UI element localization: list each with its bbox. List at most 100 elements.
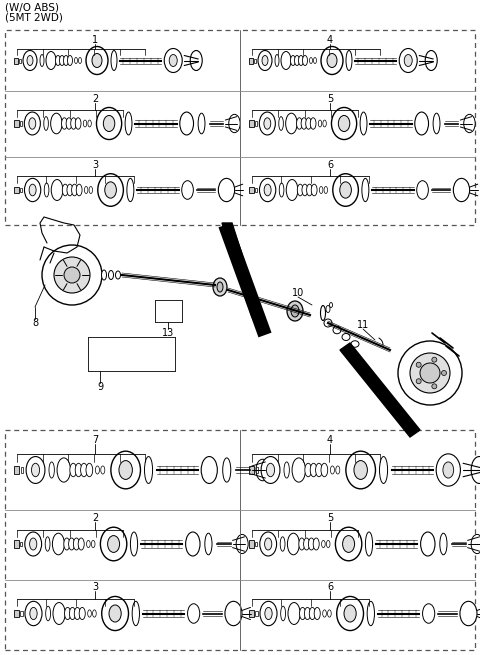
Ellipse shape <box>290 56 296 66</box>
Ellipse shape <box>360 112 367 135</box>
Ellipse shape <box>305 463 312 477</box>
Circle shape <box>420 363 440 383</box>
Circle shape <box>432 384 437 389</box>
Ellipse shape <box>281 52 291 69</box>
Ellipse shape <box>264 184 271 196</box>
Ellipse shape <box>30 607 37 620</box>
Bar <box>249 466 254 474</box>
Bar <box>14 187 19 193</box>
Ellipse shape <box>330 466 335 474</box>
Ellipse shape <box>67 184 73 196</box>
Ellipse shape <box>292 458 305 482</box>
Ellipse shape <box>46 52 56 69</box>
Ellipse shape <box>417 181 428 199</box>
Bar <box>21 467 24 473</box>
Ellipse shape <box>45 537 50 552</box>
Ellipse shape <box>284 462 289 478</box>
Bar <box>14 466 19 474</box>
Ellipse shape <box>340 182 351 198</box>
Text: (W/O ABS): (W/O ABS) <box>5 3 59 13</box>
Ellipse shape <box>301 118 307 129</box>
Ellipse shape <box>52 533 64 555</box>
Text: 1: 1 <box>92 35 98 45</box>
Circle shape <box>442 371 446 375</box>
Ellipse shape <box>260 178 276 202</box>
Bar <box>20 188 22 193</box>
Bar <box>249 120 253 127</box>
Ellipse shape <box>84 187 88 193</box>
Ellipse shape <box>287 301 303 321</box>
Ellipse shape <box>321 305 325 320</box>
Ellipse shape <box>100 527 127 561</box>
Ellipse shape <box>259 112 276 135</box>
Ellipse shape <box>346 50 352 71</box>
Polygon shape <box>222 223 262 317</box>
Ellipse shape <box>324 319 332 327</box>
Ellipse shape <box>256 459 269 481</box>
Ellipse shape <box>46 606 50 621</box>
Ellipse shape <box>108 271 113 280</box>
Ellipse shape <box>198 113 205 134</box>
Ellipse shape <box>111 50 117 71</box>
Text: 3: 3 <box>92 582 98 592</box>
Ellipse shape <box>260 601 277 626</box>
Bar <box>249 610 254 617</box>
Ellipse shape <box>286 113 297 134</box>
Ellipse shape <box>302 184 308 196</box>
Ellipse shape <box>327 610 331 617</box>
Text: 10: 10 <box>292 288 304 298</box>
Ellipse shape <box>111 451 141 489</box>
Ellipse shape <box>314 607 320 620</box>
Ellipse shape <box>310 58 312 64</box>
Ellipse shape <box>169 54 177 67</box>
Ellipse shape <box>188 604 200 624</box>
Ellipse shape <box>180 112 193 135</box>
Ellipse shape <box>300 607 306 620</box>
Ellipse shape <box>338 115 350 132</box>
Ellipse shape <box>333 174 359 206</box>
Ellipse shape <box>336 527 362 561</box>
Ellipse shape <box>351 341 359 347</box>
Ellipse shape <box>236 534 248 553</box>
Ellipse shape <box>91 540 95 548</box>
Ellipse shape <box>60 56 64 66</box>
Ellipse shape <box>213 278 227 296</box>
Ellipse shape <box>40 54 44 67</box>
Polygon shape <box>340 343 420 437</box>
Ellipse shape <box>68 56 72 66</box>
Ellipse shape <box>307 184 312 196</box>
Ellipse shape <box>24 178 41 202</box>
Ellipse shape <box>323 610 326 617</box>
Ellipse shape <box>399 48 417 73</box>
Ellipse shape <box>86 463 93 477</box>
Ellipse shape <box>453 178 469 202</box>
Ellipse shape <box>74 607 80 620</box>
Circle shape <box>398 341 462 405</box>
Ellipse shape <box>29 118 36 129</box>
Ellipse shape <box>280 537 285 552</box>
Ellipse shape <box>265 607 272 620</box>
Ellipse shape <box>78 538 84 550</box>
Ellipse shape <box>71 118 76 129</box>
Ellipse shape <box>44 117 48 130</box>
Ellipse shape <box>258 50 272 71</box>
Ellipse shape <box>190 50 202 71</box>
Ellipse shape <box>101 466 105 474</box>
Ellipse shape <box>346 451 375 489</box>
Ellipse shape <box>464 115 475 133</box>
Ellipse shape <box>96 466 99 474</box>
Ellipse shape <box>70 463 77 477</box>
Ellipse shape <box>326 305 330 312</box>
Ellipse shape <box>275 54 279 67</box>
Ellipse shape <box>66 118 72 129</box>
Ellipse shape <box>262 56 268 66</box>
Bar <box>19 58 21 62</box>
Ellipse shape <box>291 305 299 317</box>
Ellipse shape <box>425 50 437 71</box>
Ellipse shape <box>324 187 327 193</box>
Ellipse shape <box>326 540 330 548</box>
Circle shape <box>416 379 421 384</box>
Text: 5: 5 <box>327 513 333 523</box>
Ellipse shape <box>79 607 85 620</box>
Ellipse shape <box>101 270 107 280</box>
